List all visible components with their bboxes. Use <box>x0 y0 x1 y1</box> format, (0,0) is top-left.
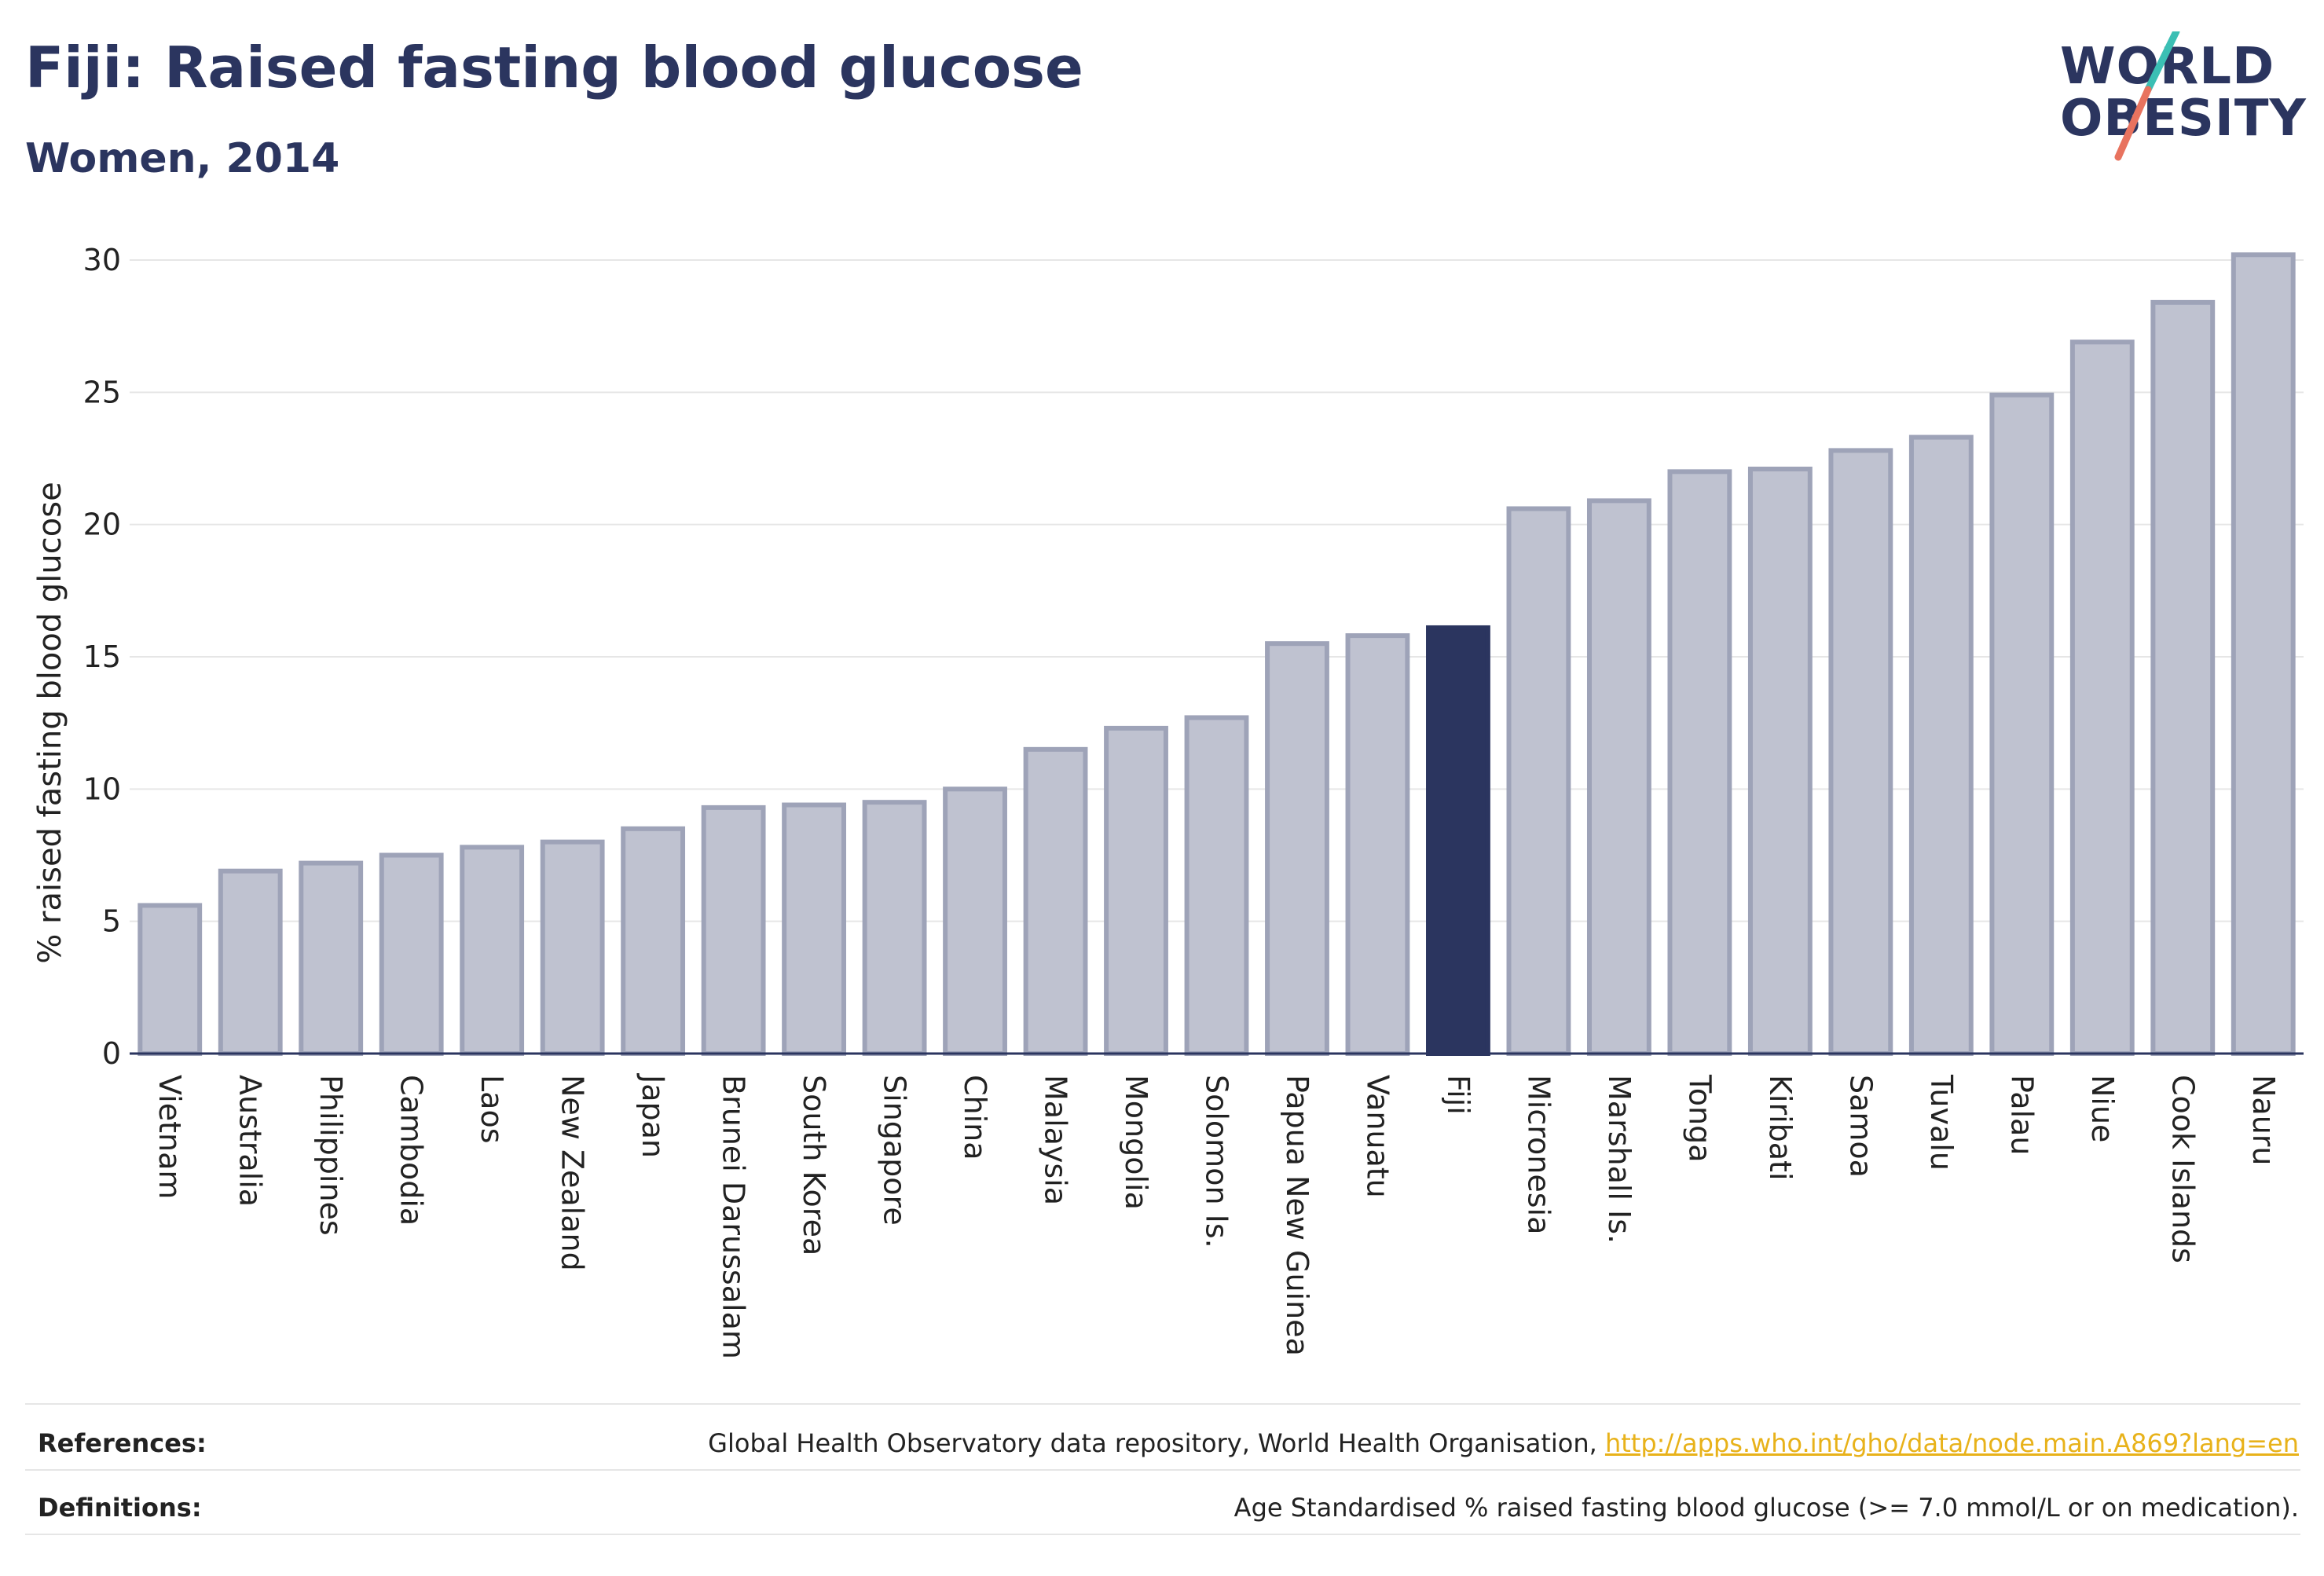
x-tick-label: Singapore <box>878 1075 912 1226</box>
x-tick-label: Brunei Darussalam <box>717 1075 751 1359</box>
x-tick-label: Tuvalu <box>1924 1074 1959 1171</box>
bar <box>540 839 605 1056</box>
bar <box>1345 633 1410 1056</box>
bar <box>2069 339 2135 1057</box>
bar <box>1506 506 1571 1056</box>
references-text: Global Health Observatory data repositor… <box>708 1428 2299 1458</box>
x-tick-label: Samoa <box>1843 1075 1878 1178</box>
x-tick-label: Niue <box>2085 1075 2120 1142</box>
x-tick-label: Palau <box>2004 1075 2039 1155</box>
x-tick-label: Philippines <box>313 1075 348 1236</box>
bar <box>1989 392 2055 1056</box>
footer-divider-bottom <box>25 1534 2300 1535</box>
bar <box>299 860 364 1056</box>
definitions-text: Age Standardised % raised fasting blood … <box>1233 1493 2299 1523</box>
x-tick-label: Nauru <box>2246 1075 2281 1166</box>
x-tick-label: Australia <box>233 1075 268 1207</box>
x-tick-label: Japan <box>636 1073 670 1158</box>
bar <box>1184 715 1249 1057</box>
bar <box>1908 434 1974 1056</box>
logo-slash-icon <box>2114 31 2180 161</box>
bar <box>2150 299 2216 1057</box>
y-tick-label: 30 <box>83 243 121 277</box>
bar <box>1265 641 1329 1056</box>
bar <box>460 845 525 1057</box>
bar <box>621 826 686 1057</box>
logo-line-2: OBESITY <box>2060 90 2307 148</box>
bar <box>1747 466 1813 1056</box>
bar <box>218 868 283 1056</box>
x-tick-label: China <box>958 1075 992 1160</box>
x-tick-label: New Zealand <box>555 1075 590 1271</box>
y-tick-label: 15 <box>83 640 121 674</box>
x-tick-label: Solomon Is. <box>1200 1075 1234 1248</box>
bar-chart: 0 5 10 15 20 25 30 Vietnam Australia Philippines C… <box>83 243 2304 1359</box>
bar <box>137 903 203 1057</box>
chart-title: Fiji: Raised fasting blood glucose <box>25 35 1083 101</box>
bar <box>862 800 927 1057</box>
x-tick-label: Cambodia <box>394 1075 429 1226</box>
bar <box>701 804 766 1057</box>
x-tick-label: Malaysia <box>1039 1075 1073 1205</box>
bar <box>2231 252 2296 1056</box>
bar <box>1667 469 1732 1056</box>
x-tick-label: Vietnam <box>152 1075 187 1199</box>
x-tick-label: Micronesia <box>1521 1075 1556 1234</box>
x-tick-label: Tonga <box>1682 1074 1717 1163</box>
references-source: Global Health Observatory data repositor… <box>708 1428 1605 1458</box>
x-tick-label: Laos <box>475 1075 509 1144</box>
bar <box>1586 498 1651 1056</box>
x-tick-label: South Korea <box>797 1075 831 1255</box>
y-tick-label: 0 <box>102 1036 121 1071</box>
x-tick-label: Cook Islands <box>2165 1075 2200 1263</box>
x-tick-label: Fiji <box>1441 1075 1475 1115</box>
y-tick-label: 5 <box>102 904 121 939</box>
definitions-label: Definitions: <box>38 1493 202 1523</box>
x-tick-label: Kiribati <box>1763 1075 1798 1181</box>
bar <box>1104 725 1168 1057</box>
y-tick-label: 20 <box>83 508 121 542</box>
x-tick-label: Marshall Is. <box>1602 1075 1637 1244</box>
y-tick-label: 25 <box>83 375 121 409</box>
bar <box>782 802 847 1056</box>
bar <box>943 786 1007 1056</box>
y-tick-label: 10 <box>83 772 121 806</box>
footer-divider-top <box>25 1403 2300 1405</box>
references-link[interactable]: http://apps.who.int/gho/data/node.main.A… <box>1604 1428 2299 1458</box>
bar <box>1023 746 1088 1056</box>
bar-highlight <box>1426 625 1490 1056</box>
bar <box>379 852 444 1056</box>
footer-divider-middle <box>25 1469 2300 1471</box>
x-tick-label: Mongolia <box>1119 1075 1153 1210</box>
chart-subtitle: Women, 2014 <box>25 135 340 182</box>
references-label: References: <box>38 1428 207 1458</box>
x-tick-label: Vanuatu <box>1360 1075 1395 1198</box>
bar <box>1828 448 1893 1056</box>
world-obesity-logo: WORLD OBESITY <box>2051 31 2310 165</box>
x-tick-label: Papua New Guinea <box>1280 1075 1314 1356</box>
